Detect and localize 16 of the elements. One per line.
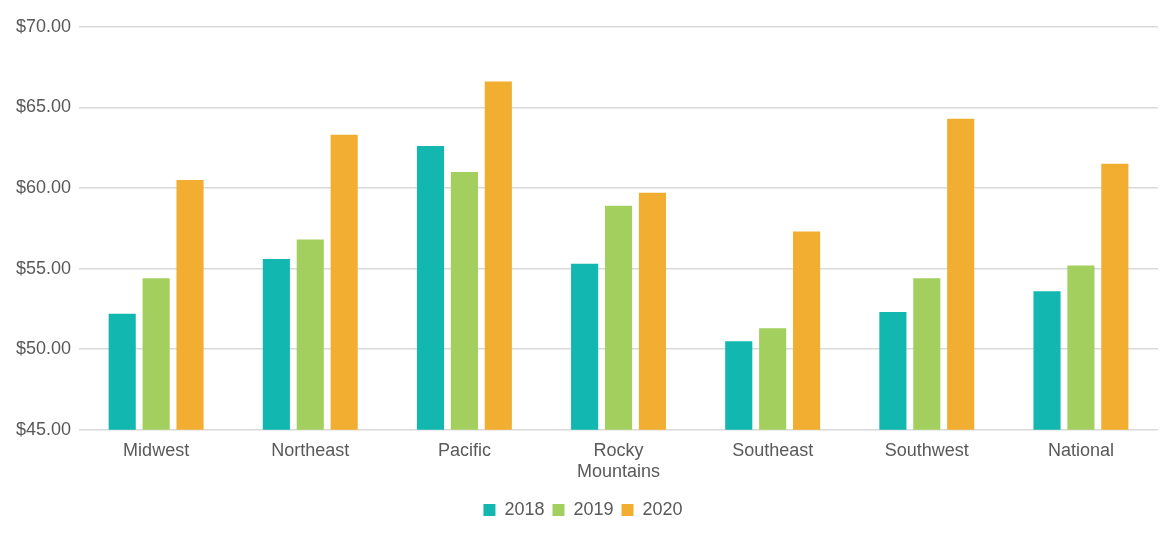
x-tick-label: Southwest [884,439,969,460]
y-tick-label: $45.00 [15,418,72,439]
x-tick-label: Northeast [271,439,350,460]
x-tick-label: Rocky Mountains [577,439,661,482]
legend-label: 2019 [573,498,614,519]
y-tick-label: $65.00 [15,96,72,117]
x-tick-label: Pacific [437,439,491,460]
x-tick-label: Southeast [732,439,814,460]
y-tick-label: $55.00 [15,257,72,278]
x-tick-label: Midwest [123,439,190,460]
y-tick-label: $70.00 [15,15,72,36]
x-tick-label: National [1047,439,1114,460]
legend-label: 2020 [642,498,683,519]
y-tick-label: $60.00 [15,176,72,197]
y-tick-label: $50.00 [15,338,72,359]
legend-label: 2018 [504,498,545,519]
